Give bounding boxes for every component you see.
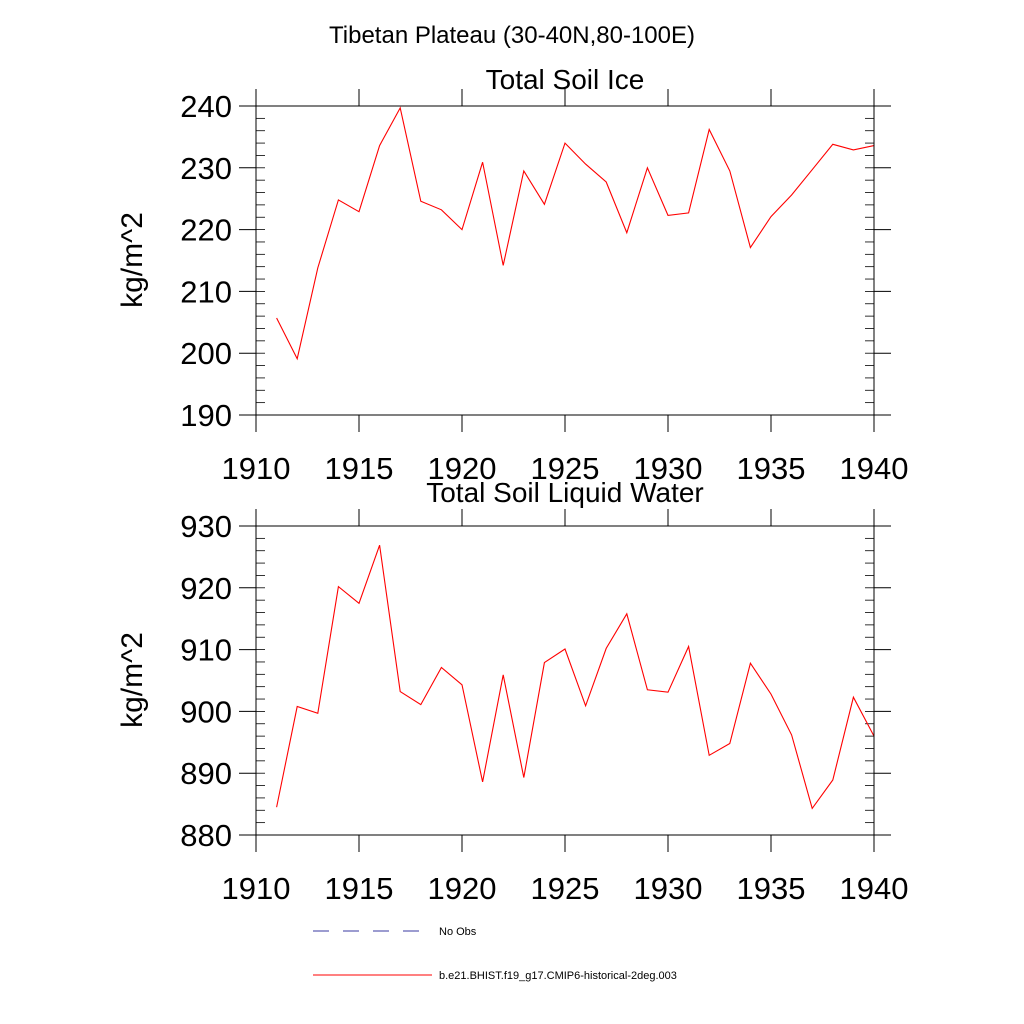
chart-panel-soil-ice: Total Soil Ice kg/m^2 1910 1915 1920 1925 19… [116,64,908,486]
x-tick-label: 1925 [531,451,600,486]
y-tick-label: 890 [180,756,232,791]
x-tick-label: 1930 [634,451,703,486]
x-tick-label: 1940 [840,871,909,906]
y-tick-label: 230 [180,151,232,186]
x-tick-label: 1910 [222,871,291,906]
plot-frame [255,525,875,836]
y-tick-label: 220 [180,213,232,248]
y-tick-label: 190 [180,398,232,433]
x-tick-label: 1920 [428,871,497,906]
page-title: Tibetan Plateau (30-40N,80-100E) [329,22,695,49]
x-tick-label: 1920 [428,451,497,486]
series-line [276,545,875,810]
legend-label-no-obs: No Obs [439,926,477,938]
x-tick-labels: 1910 1915 1920 1925 1930 1935 1940 [222,451,909,486]
x-tick-label: 1930 [634,871,703,906]
x-tick-label: 1940 [840,451,909,486]
y-tick-labels: 190 200 210 220 230 240 [180,89,232,433]
x-tick-labels: 1910 1915 1920 1925 1930 1935 1940 [222,871,909,906]
y-tick-label: 200 [180,336,232,371]
x-tick-label: 1935 [737,451,806,486]
y-tick-label: 240 [180,89,232,124]
data-series [276,106,875,361]
x-tick-label: 1910 [222,451,291,486]
series-line [276,106,875,361]
y-tick-label: 210 [180,274,232,309]
x-tick-label: 1915 [325,871,394,906]
tick-marks [239,89,891,432]
x-tick-label: 1915 [325,451,394,486]
y-tick-label: 930 [180,509,232,544]
data-series [276,545,875,810]
plot-frame [255,105,875,416]
y-axis-label: kg/m^2 [116,212,149,308]
y-tick-label: 920 [180,571,232,606]
legend: No Obs b.e21.BHIST.f19_g17.CMIP6-histori… [313,926,677,982]
y-tick-label: 880 [180,818,232,853]
y-tick-label: 900 [180,694,232,729]
chart-panel-soil-liquid-water: Total Soil Liquid Water kg/m^2 1910 1915 1… [116,477,908,906]
x-tick-label: 1925 [531,871,600,906]
legend-label-model: b.e21.BHIST.f19_g17.CMIP6-historical-2de… [439,970,677,982]
y-tick-label: 910 [180,633,232,668]
tick-marks [239,509,891,852]
x-tick-label: 1935 [737,871,806,906]
y-tick-labels: 880 890 900 910 920 930 [180,509,232,853]
y-axis-label: kg/m^2 [116,632,149,728]
chart-title: Total Soil Liquid Water [426,477,704,508]
